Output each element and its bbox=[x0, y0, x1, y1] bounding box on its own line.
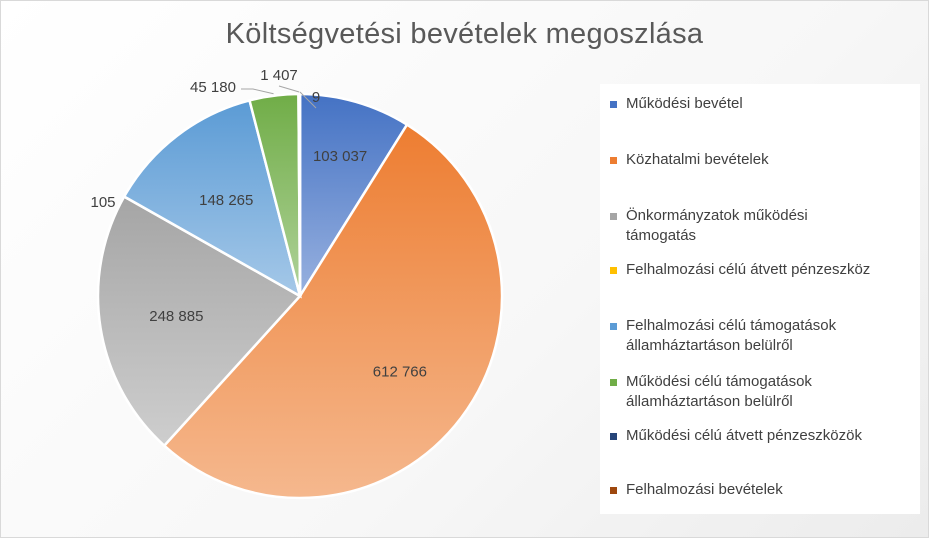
data-label-4: 148 265 bbox=[199, 192, 253, 209]
legend-label: Önkormányzatok működési támogatás bbox=[626, 207, 808, 244]
legend-swatch-7 bbox=[610, 487, 617, 494]
legend-swatch-2 bbox=[610, 213, 617, 220]
pie-slice-1 bbox=[162, 122, 504, 500]
legend-swatch-1 bbox=[610, 157, 617, 164]
leader-line-5 bbox=[241, 88, 274, 95]
data-label-6: 1 407 bbox=[260, 67, 298, 84]
data-label-7: 9 bbox=[312, 89, 320, 106]
legend-label: Közhatalmi bevételek bbox=[626, 151, 769, 168]
leader-lines bbox=[241, 85, 317, 109]
legend-label: Felhalmozási bevételek bbox=[626, 481, 783, 498]
legend-label: Működési célú átvett pénzeszközök bbox=[626, 427, 862, 444]
legend-item: Közhatalmi bevételek bbox=[610, 150, 910, 170]
legend-item: Működési célú támogatások államháztartás… bbox=[610, 372, 910, 412]
legend-label: Működési célú támogatások államháztartás… bbox=[626, 373, 812, 410]
data-label-2: 248 885 bbox=[149, 308, 203, 325]
chart-title: Költségvetési bevételek megoszlása bbox=[225, 18, 704, 50]
leader-line-6 bbox=[278, 85, 300, 93]
pie-slices bbox=[96, 92, 504, 500]
pie-slice-2 bbox=[96, 194, 302, 448]
legend-item: Önkormányzatok működési támogatás bbox=[610, 206, 910, 246]
data-label-0: 103 037 bbox=[313, 148, 367, 165]
pie-slice-0 bbox=[298, 92, 409, 301]
legend-item: Felhalmozási bevételek bbox=[610, 480, 910, 500]
data-labels: 103 037 612 766 248 885 105 148 265 45 180 1 4… bbox=[90, 67, 427, 381]
legend-item: Működési célú átvett pénzeszközök bbox=[610, 426, 910, 446]
legend-label: Működési bevétel bbox=[626, 95, 743, 112]
data-label-1: 612 766 bbox=[373, 364, 427, 381]
leader-line-7 bbox=[299, 91, 317, 109]
legend-swatch-4 bbox=[610, 323, 617, 330]
legend-item: Működési bevétel bbox=[610, 94, 910, 114]
data-label-5: 45 180 bbox=[190, 79, 236, 96]
legend-label: Felhalmozási célú átvett pénzeszköz bbox=[626, 261, 871, 278]
legend-label: Felhalmozási célú támogatások államházta… bbox=[626, 317, 837, 354]
legend-swatch-3 bbox=[610, 267, 617, 274]
legend-swatch-5 bbox=[610, 379, 617, 386]
chart-legend: Működési bevétel Közhatalmi bevételek Ön… bbox=[600, 84, 920, 514]
data-label-3: 105 bbox=[90, 194, 115, 211]
legend-item: Felhalmozási célú átvett pénzeszköz bbox=[610, 260, 910, 280]
legend-item: Felhalmozási célú támogatások államházta… bbox=[610, 316, 910, 356]
legend-swatch-0 bbox=[610, 101, 617, 108]
pie-slice-4 bbox=[122, 98, 302, 299]
legend-swatch-6 bbox=[610, 433, 617, 440]
